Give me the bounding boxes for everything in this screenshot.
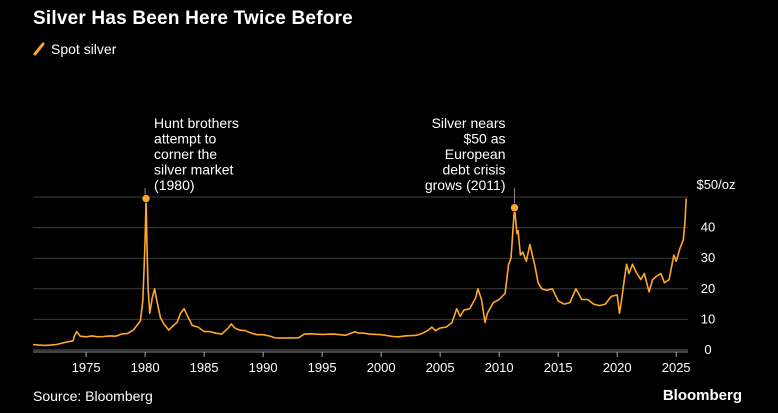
series-line-0: [32, 197, 687, 347]
annotation-text-1-4: grows (2011): [425, 177, 506, 193]
x-tick-label-2010: 2010: [485, 360, 514, 375]
x-tick-label-2020: 2020: [603, 360, 632, 375]
y-axis: 0 10 20 30 40 $50/oz: [696, 177, 735, 357]
x-tick-label-2025: 2025: [662, 360, 691, 375]
annotation-text-1-1: $50 as: [463, 131, 505, 147]
annotation-dot-1: [510, 203, 519, 213]
x-tick-label-1975: 1975: [72, 360, 101, 375]
y-tick-label-30: 30: [701, 250, 715, 265]
annotation-text-0-3: silver market: [154, 162, 233, 178]
y-tick-label-20: 20: [701, 281, 715, 296]
y-tick-label-40: 40: [701, 220, 715, 235]
annotation-text-0-0: Hunt brothers: [154, 115, 239, 131]
chart-title: Silver Has Been Here Twice Before: [33, 8, 353, 29]
legend-label: Spot silver: [51, 41, 117, 57]
legend-swatch-line: [33, 42, 45, 56]
annotation-text-0-4: (1980): [154, 177, 194, 193]
annotation-text-1-2: European: [445, 146, 506, 162]
y-tick-label-10: 10: [701, 311, 715, 326]
gridlines: [33, 196, 688, 351]
x-tick-label-1985: 1985: [190, 360, 219, 375]
legend: Spot silver: [33, 40, 116, 58]
series-layer: [32, 197, 687, 347]
x-tick-label-2000: 2000: [367, 360, 396, 375]
brand-logo: Bloomberg: [662, 387, 742, 404]
source-note: Source: Bloomberg: [33, 388, 153, 404]
x-tick-label-2015: 2015: [544, 360, 573, 375]
annotation-text-1-0: Silver nears: [432, 115, 506, 131]
annotation-text-0-2: corner the: [154, 146, 217, 162]
annotation-dot-0: [141, 194, 151, 203]
x-axis: 1975 1980 1985 1990 1995 2000 2005 2010 2015 2020…: [33, 351, 691, 375]
annotation-text-0-1: attempt to: [154, 131, 216, 147]
x-tick-label-1990: 1990: [249, 360, 278, 375]
x-tick-label-1995: 1995: [308, 360, 337, 375]
legend-line-icon: [33, 42, 45, 56]
annotation-text-1-3: debt crisis: [442, 162, 505, 178]
y-tick-label-0: 0: [704, 342, 711, 357]
x-tick-label-1980: 1980: [131, 360, 160, 375]
y-unit-label: $50/oz: [696, 177, 735, 192]
x-tick-label-2005: 2005: [426, 360, 455, 375]
